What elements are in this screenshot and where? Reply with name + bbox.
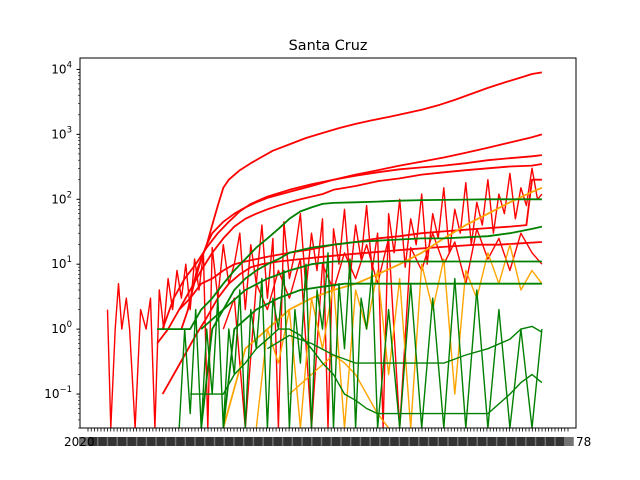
series-line-1 bbox=[187, 133, 543, 310]
x-tick-label-first: 2020 bbox=[64, 435, 95, 449]
x-tick-label-overlap bbox=[400, 437, 419, 446]
x-tick-label-overlap bbox=[448, 437, 467, 446]
x-tick-label-overlap bbox=[419, 437, 438, 446]
plot-frame bbox=[79, 57, 577, 429]
x-tick-label-overlap bbox=[302, 437, 321, 446]
series-line-14 bbox=[222, 282, 542, 428]
series-line-12 bbox=[200, 225, 543, 428]
x-tick-label-overlap bbox=[186, 437, 205, 446]
x-tick-label-overlap bbox=[195, 437, 214, 446]
series-line-3 bbox=[178, 163, 543, 311]
x-tick-label-overlap bbox=[263, 437, 282, 446]
chart-title: Santa Cruz bbox=[289, 38, 368, 54]
x-tick-label-overlap bbox=[293, 437, 312, 446]
x-tick-label-overlap bbox=[166, 437, 185, 446]
y-tick-label: 103 bbox=[51, 125, 72, 141]
y-tick-label: 10−1 bbox=[44, 385, 72, 401]
x-tick-label-overlap bbox=[88, 437, 107, 446]
x-tick-label-overlap bbox=[98, 437, 117, 446]
x-tick-label-overlap bbox=[254, 437, 273, 446]
series-line-10 bbox=[288, 354, 390, 428]
x-tick-label-overlap bbox=[468, 437, 487, 446]
x-tick-label-overlap bbox=[273, 437, 292, 446]
x-tick-label-overlap bbox=[361, 437, 380, 446]
x-tick-label-last: 78 bbox=[576, 435, 591, 449]
x-tick-label-overlap bbox=[244, 437, 263, 446]
x-tick-label-overlap bbox=[458, 437, 477, 446]
x-tick-label-overlap bbox=[536, 437, 555, 446]
x-tick-label-overlap bbox=[341, 437, 360, 446]
x-tick-label-overlap bbox=[497, 437, 516, 446]
series-line-11 bbox=[157, 198, 542, 331]
x-tick-label-overlap bbox=[351, 437, 370, 446]
series-line-17 bbox=[267, 325, 543, 364]
series-line-16 bbox=[190, 328, 543, 415]
y-tick-label: 100 bbox=[51, 320, 72, 336]
y-tick-label: 104 bbox=[51, 60, 72, 76]
x-tick-label-overlap bbox=[156, 437, 175, 446]
y-tick-label: 102 bbox=[51, 190, 72, 206]
x-tick-label-overlap bbox=[322, 437, 341, 446]
x-tick-label-overlap bbox=[370, 437, 389, 446]
x-tick-label-overlap bbox=[234, 437, 253, 446]
x-tick-label-overlap bbox=[526, 437, 545, 446]
series-line-13 bbox=[200, 260, 542, 330]
series-line-8 bbox=[222, 186, 543, 428]
x-tick-label-overlap bbox=[108, 437, 127, 446]
x-tick-label-overlap bbox=[137, 437, 156, 446]
x-tick-label-overlap bbox=[215, 437, 234, 446]
x-tick-label-overlap bbox=[429, 437, 448, 446]
x-tick-label-overlap bbox=[224, 437, 243, 446]
x-axis: 2020 78 bbox=[64, 428, 591, 449]
x-tick-label-overlap bbox=[147, 437, 166, 446]
x-tick-label-overlap bbox=[390, 437, 409, 446]
x-tick-label-overlap bbox=[312, 437, 331, 446]
series-line-15 bbox=[178, 252, 543, 428]
x-tick-label-overlap bbox=[283, 437, 302, 446]
x-tick-label-overlap bbox=[516, 437, 535, 446]
y-axis: 10−1 100 101 102 103 104 bbox=[44, 60, 80, 429]
x-tick-label-overlap bbox=[507, 437, 526, 446]
x-tick-label-overlap bbox=[176, 437, 195, 446]
series-line-6 bbox=[106, 167, 543, 428]
x-tick-label-overlap bbox=[487, 437, 506, 446]
series-line-9 bbox=[255, 243, 543, 428]
x-tick-label-overlap bbox=[555, 437, 574, 446]
y-tick-label: 101 bbox=[51, 255, 72, 271]
x-tick-label-overlap bbox=[205, 437, 224, 446]
series-layer bbox=[106, 71, 543, 428]
x-tick-label-overlap bbox=[380, 437, 399, 446]
x-tick-label-overlap bbox=[546, 437, 565, 446]
x-tick-label-overlap bbox=[117, 437, 136, 446]
x-tick-label-overlap bbox=[127, 437, 146, 446]
x-tick-label-overlap bbox=[409, 437, 428, 446]
x-tick-label-overlap bbox=[439, 437, 457, 446]
x-tick-label-overlap bbox=[331, 437, 350, 446]
x-tick-label-overlap bbox=[79, 437, 97, 446]
x-tick-label-overlap bbox=[477, 437, 496, 446]
